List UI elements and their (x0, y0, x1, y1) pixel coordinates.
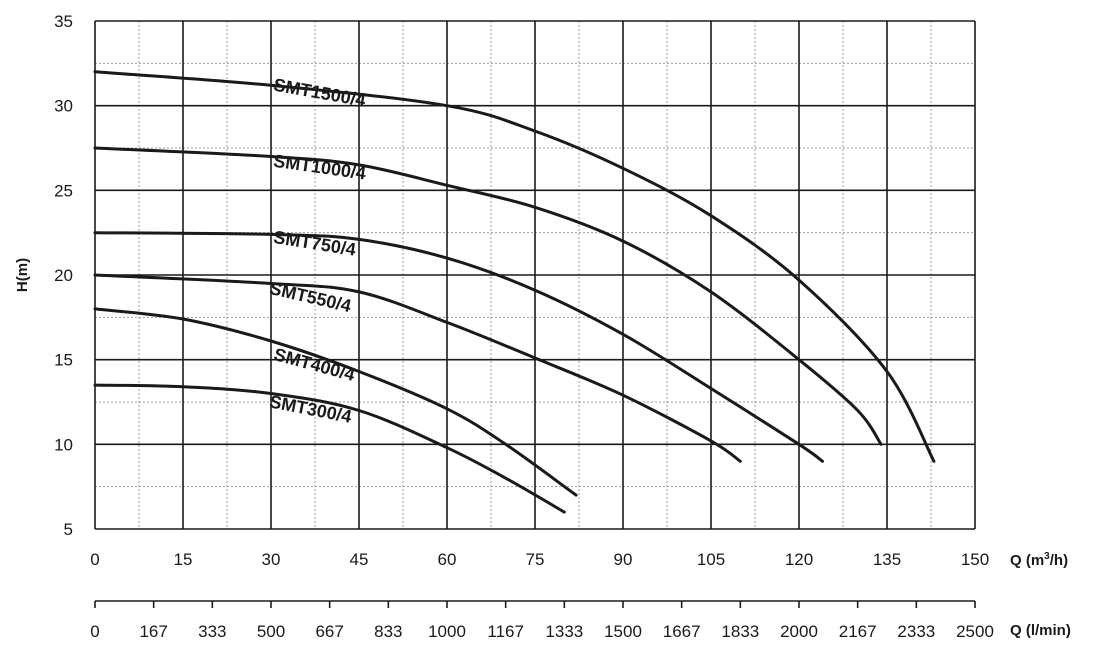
x-axis-title: Q (m3/h) (1010, 551, 1068, 569)
secondary-tick-label: 2167 (839, 622, 877, 641)
secondary-tick-label: 500 (257, 622, 285, 641)
curve-label: SMT300/4 (268, 391, 353, 426)
curve-smt300-4 (93, 383, 566, 514)
curve-smt400-4 (93, 307, 578, 497)
x-tick-label: 15 (174, 550, 193, 569)
y-tick-label: 25 (54, 181, 73, 200)
secondary-tick-label: 333 (198, 622, 226, 641)
secondary-tick-label: 1333 (545, 622, 583, 641)
x-tick-label: 45 (350, 550, 369, 569)
curve-smt1500-4 (93, 70, 936, 463)
secondary-tick-label: 2000 (780, 622, 818, 641)
curve-smt1000-4 (93, 146, 883, 446)
x-tick-label: 90 (614, 550, 633, 569)
pump-curves (93, 70, 936, 514)
secondary-tick-label: 2500 (956, 622, 994, 641)
secondary-tick-label: 1167 (487, 622, 524, 641)
x-tick-label: 75 (526, 550, 545, 569)
curve-smt550-4 (93, 273, 742, 463)
secondary-x-axis-title: Q (l/min) (1010, 622, 1071, 639)
y-axis-title: H(m) (14, 258, 31, 292)
secondary-tick-label: 1667 (663, 622, 701, 641)
curve-label: SMT400/4 (272, 344, 357, 385)
curve-label: SMT1000/4 (272, 151, 367, 184)
x-tick-label: 60 (438, 550, 457, 569)
y-tick-label: 35 (54, 12, 73, 31)
secondary-tick-label: 1000 (428, 622, 466, 641)
y-tick-label: 20 (54, 266, 73, 285)
curve-smt750-4 (93, 231, 824, 463)
secondary-tick-label: 667 (315, 622, 343, 641)
secondary-tick-label: 167 (139, 622, 167, 641)
x-tick-label: 120 (785, 550, 813, 569)
x-tick-label: 135 (873, 550, 901, 569)
secondary-tick-label: 833 (374, 622, 402, 641)
y-tick-label: 15 (54, 351, 73, 370)
secondary-tick-label: 2333 (897, 622, 935, 641)
x-tick-label: 30 (262, 550, 281, 569)
y-tick-label: 30 (54, 97, 73, 116)
x-tick-label: 105 (697, 550, 725, 569)
secondary-tick-label: 0 (90, 622, 99, 641)
secondary-x-axis: 0 167 333 500 667 833 1000 1167 1333 1500 1667 1833… (90, 600, 994, 641)
curve-label: SMT550/4 (268, 278, 353, 316)
x-tick-label: 150 (961, 550, 989, 569)
secondary-tick-label: 1500 (604, 622, 642, 641)
secondary-tick-label: 1833 (721, 622, 759, 641)
y-tick-label: 10 (54, 435, 73, 454)
y-tick-label: 5 (64, 520, 73, 539)
y-axis-ticks: 5 10 15 20 25 30 35 (54, 12, 73, 539)
x-tick-label: 0 (90, 550, 99, 569)
curve-labels: SMT1500/4SMT1000/4SMT750/4SMT550/4SMT400… (268, 75, 367, 427)
x-axis-ticks: 0 15 30 45 60 75 90 105 120 135 150 (90, 550, 989, 569)
